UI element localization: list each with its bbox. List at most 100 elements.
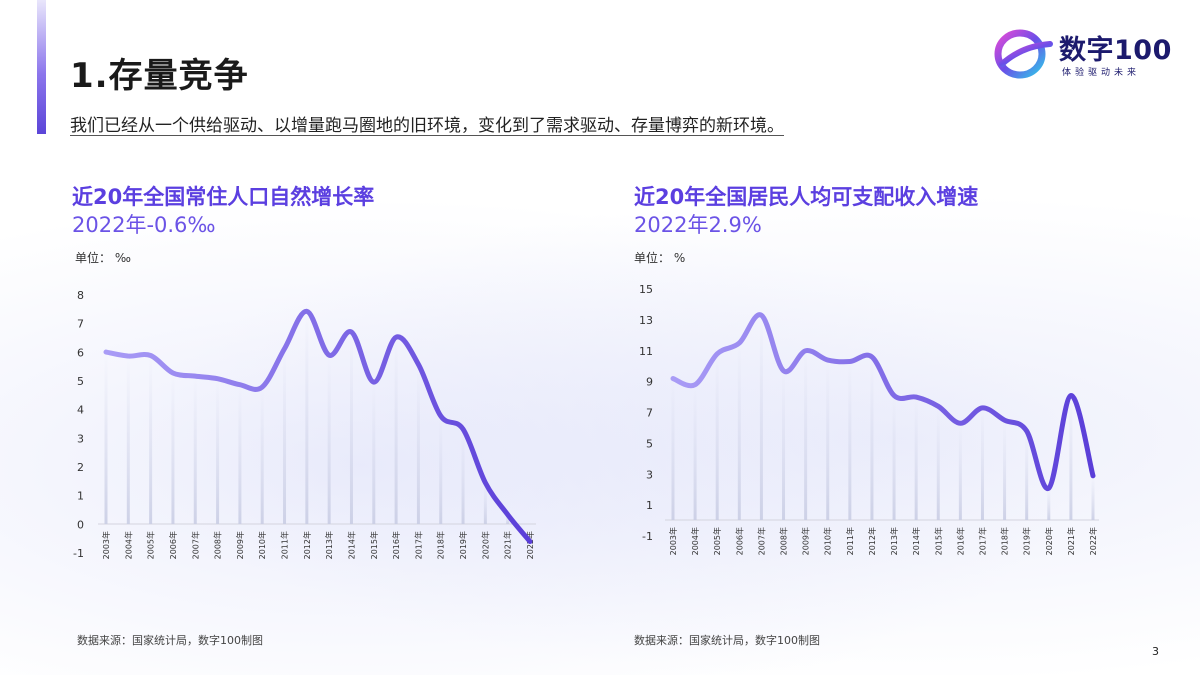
value-drop-bar [171, 372, 175, 524]
series-line [670, 312, 1096, 491]
chart-1-plot: -1 0 1 2 3 4 5 6 7 8 2003年 2004年 2005年 2006年 2007年 2008… [73, 289, 536, 560]
value-drop-bar [1025, 431, 1029, 520]
value-drop-bar [193, 376, 197, 524]
data-point [782, 369, 786, 373]
x-tick-label: 2008年 [779, 527, 789, 555]
value-drop-bar [870, 356, 874, 520]
y-tick-label: -1 [642, 530, 653, 543]
value-drop-bar [759, 315, 763, 520]
logo-tagline: 体验驱动未来 [1062, 68, 1141, 78]
chart-2-unit: 单位： % [634, 251, 686, 265]
value-drop-bar [1091, 475, 1095, 520]
data-point [936, 404, 940, 408]
value-drop-bar [693, 384, 697, 520]
value-drop-bar [506, 514, 510, 524]
x-tick-label: 2008年 [213, 531, 223, 559]
x-tick-label: 2014年 [911, 527, 921, 555]
x-tick-label: 2011年 [280, 531, 290, 559]
x-tick-label: 2013年 [324, 531, 334, 559]
page-subtitle: 我们已经从一个供给驱动、以增量跑马圈地的旧环境，变化到了需求驱动、存量博弈的新环… [70, 116, 784, 136]
x-tick-label: 2018年 [1000, 527, 1010, 555]
y-tick-label: 5 [77, 375, 84, 388]
chart-1-highlight: 2022年-0.6‰ [72, 213, 216, 237]
logo-mark-icon [994, 29, 1053, 79]
x-tick-label: 2005年 [712, 527, 722, 555]
x-tick-label: 2004年 [123, 531, 133, 559]
chart-1-source: 数据来源：国家统计局，数字100制图 [77, 634, 263, 647]
value-drop-bar [892, 395, 896, 520]
y-tick-label: 8 [77, 289, 84, 302]
data-point [737, 341, 741, 345]
value-drop-bar [305, 311, 309, 524]
value-drop-bar [826, 360, 830, 520]
accent-bar [37, 0, 46, 134]
brand-logo: 数字100 体验驱动未来 [992, 24, 1172, 84]
value-drop-bar [914, 397, 918, 520]
value-drop-bar [416, 364, 420, 524]
value-drop-bar [958, 423, 962, 520]
value-drop-bar [1003, 420, 1007, 520]
data-point [958, 421, 962, 425]
chart-2-title: 近20年全国居民人均可支配收入增速 [634, 185, 979, 209]
x-tick-label: 2010年 [823, 527, 833, 555]
value-drop-bar [283, 348, 287, 524]
data-point [1025, 429, 1029, 433]
y-tick-label: -1 [73, 547, 84, 560]
x-tick-label: 2021年 [1066, 527, 1076, 555]
value-drop-bar [483, 482, 487, 524]
data-point [715, 352, 719, 356]
x-tick-label: 2020年 [480, 531, 490, 559]
page-title: 1.存量竞争 [70, 56, 249, 96]
x-tick-label: 2010年 [257, 531, 267, 559]
x-tick-label: 2019年 [458, 531, 468, 559]
value-drop-bar [394, 337, 398, 524]
x-tick-label: 2004年 [690, 527, 700, 555]
x-tick-label: 2015年 [933, 527, 943, 555]
x-tick-label: 2014年 [346, 531, 356, 559]
x-tick-label: 2012年 [867, 527, 877, 555]
value-drop-bar [936, 406, 940, 520]
data-point [870, 355, 874, 359]
y-tick-label: 9 [646, 376, 653, 389]
y-tick-label: 7 [646, 407, 653, 420]
x-tick-label: 2017年 [977, 527, 987, 555]
y-tick-label: 5 [646, 437, 653, 450]
x-tick-label: 2018年 [436, 531, 446, 559]
data-point [914, 395, 918, 399]
data-point [1047, 486, 1051, 490]
value-drop-bar [461, 429, 465, 524]
x-tick-label: 2006年 [168, 531, 178, 559]
data-point [671, 377, 675, 381]
value-drop-bar [126, 356, 130, 524]
data-point [980, 406, 984, 410]
x-tick-label: 2022年 [1088, 527, 1098, 555]
data-point [892, 394, 896, 398]
value-drop-bar [260, 387, 264, 524]
value-drop-bar [980, 407, 984, 520]
y-tick-label: 13 [639, 314, 653, 327]
series-line [103, 308, 533, 545]
data-point [693, 383, 697, 387]
y-tick-label: 3 [77, 432, 84, 445]
x-tick-label: 2006年 [734, 527, 744, 555]
data-point [826, 358, 830, 362]
x-tick-label: 2005年 [146, 531, 156, 559]
value-drop-bar [671, 378, 675, 520]
x-tick-label: 2013年 [889, 527, 899, 555]
y-tick-label: 2 [77, 461, 84, 474]
page-number: 3 [1152, 645, 1159, 658]
y-tick-label: 3 [646, 468, 653, 481]
data-point [1003, 418, 1007, 422]
chart-2-source: 数据来源：国家统计局，数字100制图 [634, 634, 820, 647]
value-drop-bar [848, 361, 852, 520]
value-drop-bar [439, 415, 443, 524]
data-point [848, 360, 852, 364]
x-tick-label: 2015年 [369, 531, 379, 559]
y-tick-label: 4 [77, 404, 84, 417]
x-tick-label: 2022年 [525, 531, 535, 559]
x-tick-label: 2021年 [503, 531, 513, 559]
y-tick-label: 15 [639, 283, 653, 296]
y-tick-label: 7 [77, 318, 84, 331]
value-drop-bar [737, 343, 741, 520]
data-point [1091, 474, 1095, 478]
